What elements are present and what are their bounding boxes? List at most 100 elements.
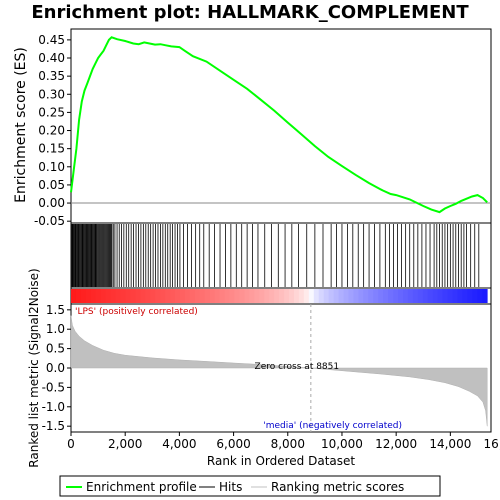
heatmap-cell <box>422 289 429 303</box>
heatmap-cell <box>175 289 181 303</box>
heatmap-cell <box>358 289 364 303</box>
heatmap-cell <box>462 289 468 303</box>
rank-y-tick-label: 0.5 <box>46 342 65 356</box>
heatmap-cell <box>373 289 379 303</box>
heatmap-panel <box>70 287 492 305</box>
heatmap-cell <box>289 289 295 303</box>
heatmap-cell <box>442 289 448 303</box>
es-y-tick-label: 0.40 <box>38 51 65 65</box>
heatmap-cell <box>125 289 131 303</box>
heatmap-cell <box>477 289 483 303</box>
x-tick-label: 2,000 <box>108 437 142 451</box>
es-y-tick-label: 0.15 <box>38 142 65 156</box>
heatmap-cell <box>432 289 439 303</box>
hits-panel <box>70 222 492 289</box>
heatmap-cell <box>303 289 310 303</box>
heatmap-cell <box>328 289 335 303</box>
heatmap-cell <box>393 289 399 303</box>
x-tick-label: 8,000 <box>271 437 305 451</box>
heatmap-cell <box>180 289 186 303</box>
heatmap-cell <box>447 289 453 303</box>
heatmap-cell <box>338 289 344 303</box>
x-tick-label: 12,000 <box>375 437 417 451</box>
heatmap-cell <box>150 289 156 303</box>
heatmap-cell <box>184 289 191 303</box>
heatmap-cell <box>249 289 255 303</box>
heatmap-cell <box>100 289 107 303</box>
rank-y-label: Ranked list metric (Signal2Noise) <box>27 268 41 467</box>
rank-y-tick-label: -1.5 <box>42 419 65 433</box>
hit-lines <box>71 224 480 287</box>
heatmap-cell <box>279 289 285 303</box>
es-y-tick-label: 0.45 <box>38 33 65 47</box>
heatmap-cell <box>224 289 230 303</box>
heatmap-cells <box>71 289 488 303</box>
ranking-metric-panel: -1.5 -1.0 -0.5 0.0 0.5 1.0 1.5 Zero cross at 8… <box>27 268 492 468</box>
heatmap-cell <box>368 289 374 303</box>
x-tick-label: 10,000 <box>321 437 363 451</box>
heatmap-cell <box>155 289 161 303</box>
es-y-tick-label: -0.05 <box>34 214 65 228</box>
negative-class-label: 'media' (negatively correlated) <box>263 421 402 431</box>
heatmap-cell <box>452 289 458 303</box>
heatmap-cell <box>318 289 325 303</box>
heatmap-cell <box>90 289 97 303</box>
heatmap-cell <box>239 289 245 303</box>
heatmap-cell <box>293 289 300 303</box>
legend: Enrichment profile Hits Ranking metric s… <box>59 475 441 497</box>
heatmap-cell <box>209 289 216 303</box>
heatmap-cell <box>135 289 141 303</box>
ranking-metric-area <box>70 315 488 427</box>
legend-label-hits: Hits <box>219 480 242 494</box>
heatmap-cell <box>214 289 221 303</box>
heatmap-cell <box>383 289 389 303</box>
heatmap-cell <box>80 289 87 303</box>
heatmap-cell <box>160 289 166 303</box>
x-axis: 0 2,000 4,000 6,000 8,000 10,000 12,000 14,000 1… <box>67 432 500 451</box>
heatmap-cell <box>71 289 77 303</box>
es-y-axis: -0.05 0.00 0.05 0.10 0.15 0.20 0.25 0.30 0.35 0.4… <box>34 33 71 228</box>
heatmap-cell <box>427 289 434 303</box>
heatmap-cell <box>472 289 478 303</box>
heatmap-cell <box>284 289 290 303</box>
es-y-tick-label: 0.25 <box>38 105 65 119</box>
x-tick-label: 4,000 <box>162 437 196 451</box>
heatmap-cell <box>110 289 116 303</box>
heatmap-cell <box>378 289 384 303</box>
heatmap-cell <box>363 289 369 303</box>
es-y-tick-label: 0.30 <box>38 87 65 101</box>
positive-class-label: 'LPS' (positively correlated) <box>75 307 198 317</box>
rank-y-tick-label: 0.0 <box>46 361 65 375</box>
heatmap-cell <box>85 289 92 303</box>
legend-label-ranking-metric: Ranking metric scores <box>271 480 404 494</box>
rank-y-tick-label: 1.5 <box>46 303 65 317</box>
enrichment-panel: -0.05 0.00 0.05 0.10 0.15 0.20 0.25 0.30 0.35 0.4… <box>13 28 492 228</box>
heatmap-cell <box>95 289 102 303</box>
heatmap-cell <box>333 289 339 303</box>
rank-y-axis: -1.5 -1.0 -0.5 0.0 0.5 1.0 1.5 <box>42 303 71 433</box>
x-tick-label: 14,000 <box>429 437 471 451</box>
heatmap-cell <box>170 289 176 303</box>
heatmap-cell <box>194 289 201 303</box>
x-tick-label: 6,000 <box>216 437 250 451</box>
heatmap-cell <box>189 289 196 303</box>
heatmap-cell <box>120 289 126 303</box>
x-tick-label: 0 <box>67 437 75 451</box>
heatmap-cell <box>437 289 444 303</box>
es-y-tick-label: 0.35 <box>38 69 65 83</box>
heatmap-cell <box>402 289 409 303</box>
enrichment-plot-area <box>70 28 492 224</box>
heatmap-cell <box>323 289 330 303</box>
rank-y-tick-label: -0.5 <box>42 380 65 394</box>
es-y-label: Enrichment score (ES) <box>13 47 29 203</box>
heatmap-cell <box>348 289 354 303</box>
heatmap-cell <box>234 289 240 303</box>
heatmap-cell <box>274 289 280 303</box>
es-y-tick-label: 0.05 <box>38 178 65 192</box>
heatmap-cell <box>199 289 206 303</box>
enrichment-profile-line <box>70 36 488 214</box>
heatmap-cell <box>482 289 488 303</box>
x-axis-label: Rank in Ordered Dataset <box>207 454 355 468</box>
heatmap-cell <box>244 289 250 303</box>
